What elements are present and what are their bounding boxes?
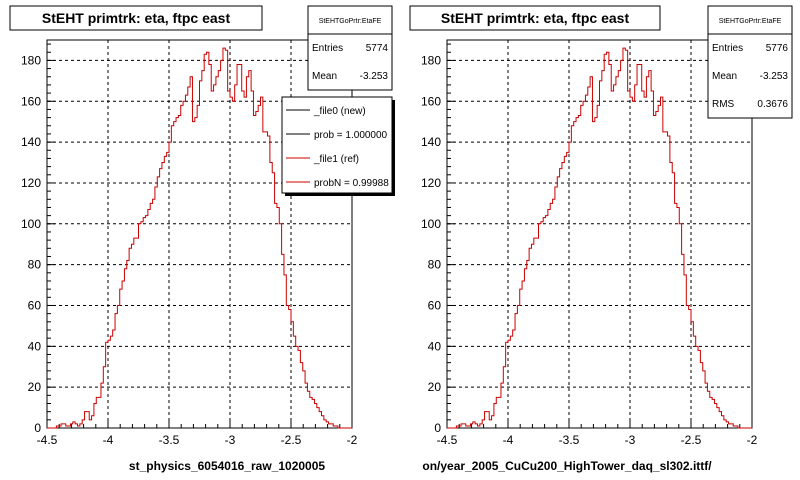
right-y-tick-label: 80 [428,258,442,272]
right-y-tick-label: 180 [421,53,441,67]
right-stats-label: RMS [712,99,735,110]
left-x-axis-label: st_physics_6054016_raw_1020005 [129,459,325,473]
left-y-tick-label: 120 [21,176,41,190]
right-stats-value: -3.253 [760,71,789,82]
right-y-tick-label: 100 [421,217,441,231]
right-y-tick-label: 0 [434,421,441,435]
left-stats-box [307,5,393,91]
left-x-tick-label: -4.5 [37,433,58,447]
right-chart-title: StEHT primtrk: eta, ftpc east [441,10,630,26]
legend-entry-label: _file1 (ref) [313,154,359,165]
right-stats-box [707,5,793,119]
right-y-tick-label: 140 [421,135,441,149]
right-y-tick-label: 60 [428,298,442,312]
right-stats-value: 0.3676 [757,99,788,110]
right-y-tick-label: 120 [421,176,441,190]
left-x-tick-label: -2 [347,433,358,447]
right-stats-label: Entries [712,43,743,54]
left-stats-header: StEHTGoPrtr:EtaFE [319,18,382,25]
left-x-tick-label: -3 [225,433,236,447]
left-title-box [9,5,263,31]
left-histogram-series [47,47,352,429]
left-stats-label: Mean [312,71,337,82]
left-y-tick-label: 80 [28,258,42,272]
left-chart-title: StEHT primtrk: eta, ftpc east [42,10,231,26]
left-y-tick-label: 0 [34,421,41,435]
legend: _file0 (new) prob = 1.000000 _file1 (ref) p… [281,96,395,196]
right-title-box [409,5,661,31]
right-stats-label: Mean [712,71,737,82]
right-x-tick-label: -2 [747,433,758,447]
left-x-tick-label: -3.5 [159,433,180,447]
right-y-tick-label: 160 [421,94,441,108]
right-x-tick-label: -3.5 [559,433,580,447]
left-y-tick-label: 140 [21,135,41,149]
legend-entry-label: probN = 0.99988 [314,178,389,189]
legend-entry-label: _file0 (new) [313,106,366,117]
right-histogram-panel: StEHT primtrk: eta, ftpc east on/year_20… [409,5,793,473]
left-y-tick-label: 180 [21,53,41,67]
left-y-tick-label: 20 [28,380,42,394]
left-stats-label: Entries [312,43,343,54]
right-stats-header: StEHTGoPrtr:EtaFE [719,18,782,25]
left-histogram-panel: StEHT primtrk: eta, ftpc east st_physics… [9,5,393,473]
right-x-tick-label: -2.5 [681,433,702,447]
right-x-tick-label: -4.5 [437,433,458,447]
right-stats-value: 5776 [766,43,789,54]
right-y-tick-label: 20 [428,380,442,394]
left-x-tick-label: -2.5 [281,433,302,447]
right-x-axis-label: on/year_2005_CuCu200_HighTower_daq_sl302… [422,459,712,473]
left-x-tick-label: -4 [103,433,114,447]
right-x-tick-label: -3 [625,433,636,447]
legend-entry-label: prob = 1.000000 [314,130,388,141]
left-y-tick-label: 40 [28,339,42,353]
right-histogram-series [447,47,752,429]
left-y-tick-label: 160 [21,94,41,108]
left-stats-value: -3.253 [360,71,389,82]
right-x-tick-label: -4 [503,433,514,447]
left-y-tick-label: 60 [28,298,42,312]
left-y-tick-label: 100 [21,217,41,231]
right-y-tick-label: 40 [428,339,442,353]
legend-box [281,96,393,194]
left-stats-value: 5774 [366,43,389,54]
